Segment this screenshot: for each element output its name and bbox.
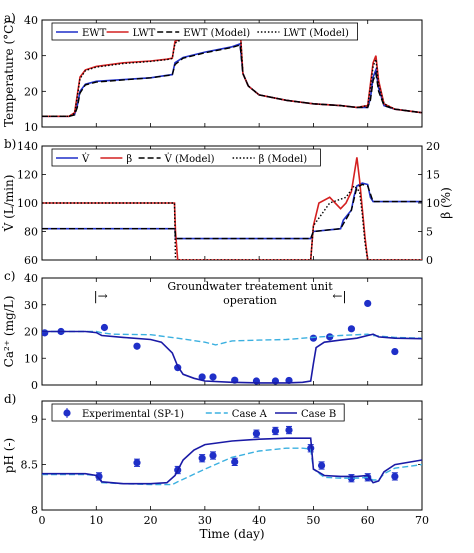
legend-label: V̇ bbox=[81, 153, 90, 165]
y-axis-label: pH (-) bbox=[2, 438, 16, 473]
x-tick-label: 20 bbox=[144, 514, 158, 527]
data-point bbox=[391, 472, 399, 480]
plot-frame bbox=[41, 277, 423, 386]
legend-marker bbox=[63, 409, 71, 417]
panels: a) 10 20 30 40 Temperature (°C) EWT LWT EWT (Mod… bbox=[1, 11, 453, 541]
panel-label: a) bbox=[4, 11, 16, 25]
y-tick-label: 80 bbox=[24, 226, 38, 239]
legend: V̇ β V̇ (Model) β (Model) bbox=[51, 148, 321, 167]
data-point bbox=[209, 373, 217, 381]
legend-label: EWT bbox=[82, 28, 107, 39]
y-tick-right-label: 0 bbox=[426, 254, 433, 267]
data-point bbox=[309, 334, 318, 342]
legend-label: V̇ (Model) bbox=[164, 153, 215, 165]
series-line bbox=[42, 157, 422, 260]
y-tick-label: 9 bbox=[31, 413, 38, 426]
y-tick-right-label: 20 bbox=[426, 140, 440, 153]
panel-2: b) 60 80 100 120 140 0 5 10 15 20 β (%) V̇ (L/min) V̇… bbox=[1, 137, 453, 267]
legend-box bbox=[51, 22, 359, 41]
data-point bbox=[95, 472, 103, 480]
data-point bbox=[198, 454, 206, 462]
y-tick-label: 20 bbox=[24, 326, 38, 339]
y-tick-label: 30 bbox=[24, 50, 38, 63]
data-point bbox=[133, 342, 141, 350]
legend-label: Case B bbox=[301, 409, 336, 420]
data-point bbox=[347, 325, 356, 333]
y-tick-label: 0 bbox=[31, 379, 38, 392]
data-point bbox=[391, 347, 399, 356]
x-tick-label: 10 bbox=[89, 514, 103, 527]
plot-area bbox=[42, 299, 422, 385]
series-line bbox=[42, 183, 422, 240]
series-line bbox=[42, 447, 422, 486]
y-axis-label: Temperature (°C) bbox=[2, 20, 16, 127]
y-tick-label: 140 bbox=[17, 140, 38, 153]
y-tick-right-label: 15 bbox=[426, 169, 440, 182]
y-axis-label: Ca²⁺ (mg/L) bbox=[2, 296, 16, 368]
data-point bbox=[317, 461, 326, 470]
legend-label: β (Model) bbox=[259, 154, 308, 165]
series-line bbox=[42, 330, 422, 346]
panel-label: c) bbox=[4, 269, 15, 283]
data-point bbox=[100, 323, 109, 332]
panel-3: c) 0 10 20 30 40 Ca²⁺ (mg/L) Groundwater treate… bbox=[2, 269, 423, 392]
y-tick-label: 10 bbox=[24, 121, 38, 134]
annotation-end: ←| bbox=[332, 289, 346, 303]
plot-area bbox=[42, 157, 422, 260]
y-tick-label: 40 bbox=[24, 272, 38, 285]
legend-label: β bbox=[126, 154, 132, 165]
annotation: Groundwater treatement unit bbox=[167, 280, 333, 293]
y-tick-label: 10 bbox=[24, 352, 38, 365]
data-point bbox=[209, 451, 217, 460]
panel-4: d) 0 10 20 30 40 50 60 70 8 8.5 9 pH (-) Time (day) Ex… bbox=[2, 392, 429, 541]
x-axis-label: Time (day) bbox=[199, 527, 264, 541]
panel-label: b) bbox=[4, 137, 16, 151]
y-tick-label: 60 bbox=[24, 254, 38, 267]
series-line bbox=[42, 330, 422, 384]
legend-label: Case A bbox=[232, 409, 268, 420]
data-point bbox=[271, 427, 280, 435]
legend-box bbox=[51, 148, 321, 167]
legend-label: EWT (Model) bbox=[183, 28, 250, 39]
data-point bbox=[198, 373, 206, 381]
y-axis-right-label: β (%) bbox=[439, 187, 453, 219]
y-tick-label: 40 bbox=[24, 14, 38, 27]
legend: Experimental (SP-1) Case A Case B bbox=[51, 403, 345, 422]
data-point bbox=[133, 459, 141, 467]
x-tick-label: 60 bbox=[361, 514, 375, 527]
legend: EWT LWT EWT (Model) LWT (Model) bbox=[51, 22, 359, 41]
plot-area bbox=[42, 425, 422, 486]
y-tick-label: 8 bbox=[31, 504, 38, 517]
data-point bbox=[364, 299, 372, 308]
y-tick-label: 120 bbox=[17, 169, 38, 182]
y-tick-right-label: 5 bbox=[426, 226, 433, 239]
legend-label: LWT (Model) bbox=[283, 28, 349, 39]
x-tick-label: 0 bbox=[39, 514, 46, 527]
x-tick-label: 30 bbox=[198, 514, 212, 527]
data-point bbox=[252, 430, 261, 438]
y-tick-label: 20 bbox=[24, 85, 38, 98]
legend-box bbox=[51, 403, 345, 422]
legend-label: Experimental (SP-1) bbox=[82, 409, 184, 420]
data-point bbox=[42, 329, 49, 337]
y-axis-label: V̇ (L/min) bbox=[1, 175, 16, 233]
y-tick-label: 100 bbox=[17, 197, 38, 210]
x-tick-label: 70 bbox=[415, 514, 429, 527]
legend-label: LWT bbox=[133, 28, 156, 39]
data-point bbox=[231, 458, 239, 466]
annotation-start: |→ bbox=[94, 289, 108, 303]
annotation: operation bbox=[223, 294, 277, 307]
y-tick-label: 8.5 bbox=[21, 459, 39, 472]
series-line bbox=[42, 437, 422, 485]
series-line bbox=[42, 44, 422, 118]
y-tick-right-label: 10 bbox=[426, 197, 440, 210]
x-tick-label: 50 bbox=[306, 514, 320, 527]
y-tick-label: 30 bbox=[24, 299, 38, 312]
panel-label: d) bbox=[4, 392, 16, 406]
x-tick-label: 40 bbox=[252, 514, 266, 527]
panel-1: a) 10 20 30 40 Temperature (°C) EWT LWT EWT (Mod… bbox=[2, 11, 423, 134]
data-point bbox=[285, 426, 293, 434]
